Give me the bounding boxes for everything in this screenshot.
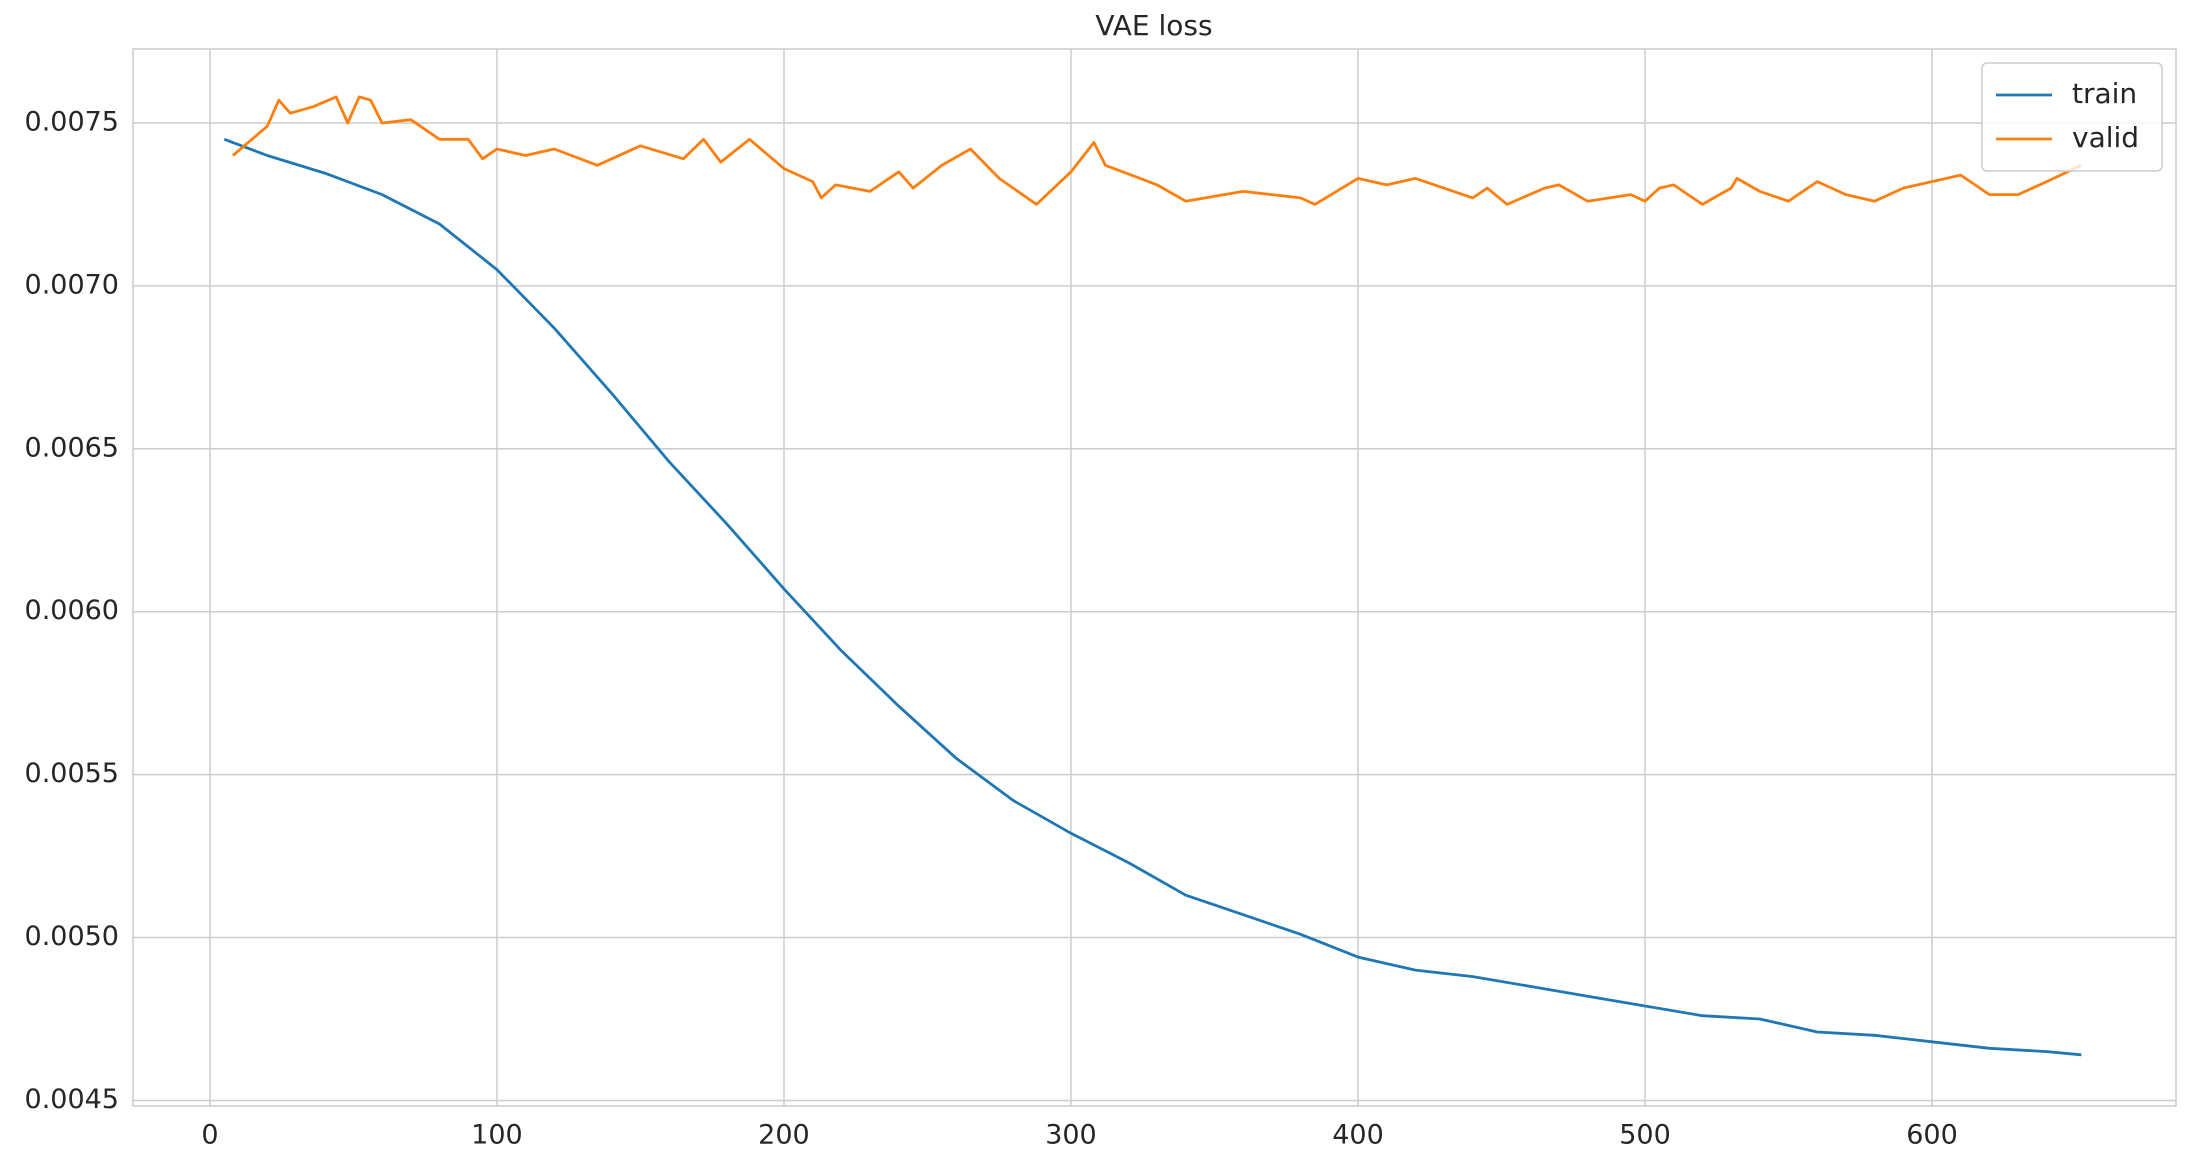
y-tick-label: 0.0055 (25, 758, 119, 789)
y-tick-label: 0.0065 (25, 432, 119, 463)
legend-label: valid (2072, 121, 2139, 154)
x-tick-label: 400 (1332, 1120, 1384, 1151)
x-tick-label: 100 (471, 1120, 523, 1151)
y-tick-label: 0.0070 (25, 269, 119, 300)
chart-title: VAE loss (1095, 9, 1212, 42)
legend-box (1981, 62, 2163, 172)
y-tick-label: 0.0045 (25, 1084, 119, 1115)
x-tick-label: 0 (201, 1120, 218, 1151)
x-tick-label: 200 (758, 1120, 810, 1151)
y-tick-label: 0.0050 (25, 921, 119, 952)
x-tick-label: 300 (1045, 1120, 1097, 1151)
x-tick-label: 500 (1619, 1120, 1671, 1151)
series-line (231, 95, 2082, 206)
legend-label: train (2072, 77, 2137, 110)
y-tick-label: 0.0060 (25, 595, 119, 626)
x-tick-label: 600 (1906, 1120, 1958, 1151)
y-tick-label: 0.0075 (25, 106, 119, 137)
plot-frame (132, 48, 2177, 1107)
series-line (223, 137, 2082, 1057)
